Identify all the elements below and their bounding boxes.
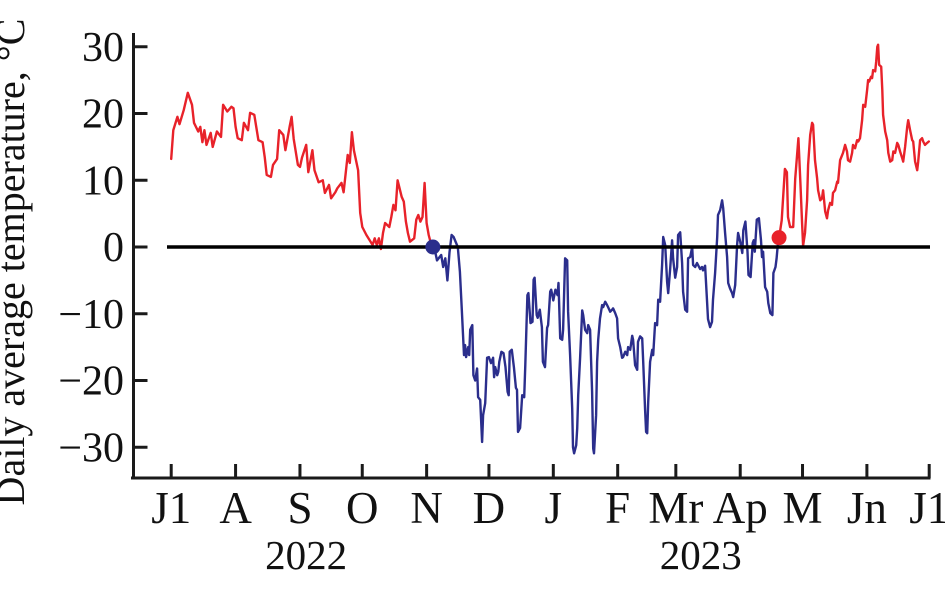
temperature-line-warm-period-2023 bbox=[777, 43, 930, 247]
month-label-J: J bbox=[545, 483, 563, 533]
y-tick-label-20: 20 bbox=[82, 92, 124, 138]
month-label-A: A bbox=[219, 483, 252, 533]
y-tick-label--20: −20 bbox=[58, 359, 124, 405]
temperature-line-warm-period-2022 bbox=[169, 91, 435, 251]
freeze-transition-dot bbox=[425, 239, 441, 255]
temperature-line-cold-period-2022-2023 bbox=[431, 199, 781, 455]
month-label-J1: J1 bbox=[909, 483, 945, 533]
month-label-S: S bbox=[287, 483, 312, 533]
thaw-transition-dot bbox=[771, 230, 787, 246]
month-label-Mr: Mr bbox=[648, 483, 703, 533]
year-label-2023: 2023 bbox=[660, 532, 742, 578]
y-axis-title: Daily average temperature, °C bbox=[0, 19, 33, 506]
month-label-M: M bbox=[783, 483, 823, 533]
month-label-N: N bbox=[410, 483, 443, 533]
month-label-F: F bbox=[605, 483, 630, 533]
year-label-2022: 2022 bbox=[265, 532, 347, 578]
y-tick-label--30: −30 bbox=[58, 425, 124, 471]
y-tick-label-30: 30 bbox=[82, 25, 124, 71]
month-label-J1: J1 bbox=[151, 483, 191, 533]
month-label-O: O bbox=[346, 483, 379, 533]
y-tick-label--10: −10 bbox=[58, 292, 124, 338]
month-label-Jn: Jn bbox=[847, 483, 887, 533]
y-tick-label-10: 10 bbox=[82, 158, 124, 204]
y-tick-label-0: 0 bbox=[103, 225, 124, 271]
month-label-D: D bbox=[473, 483, 506, 533]
month-label-Ap: Ap bbox=[713, 483, 768, 533]
